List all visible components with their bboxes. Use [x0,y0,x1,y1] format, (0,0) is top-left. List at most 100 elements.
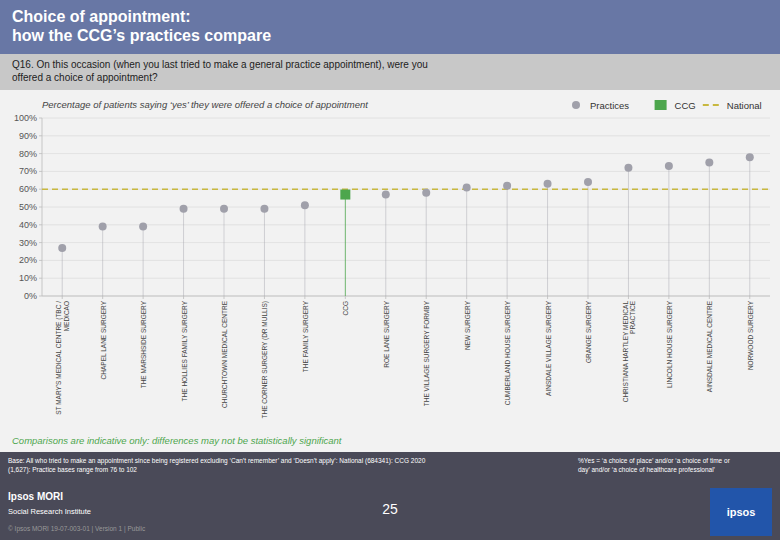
y-tick [39,207,42,208]
x-tick-label-line: THE FAMILY SURGERY [301,300,308,372]
x-tick [385,296,386,299]
stem [588,182,589,296]
footer-base: Base: All who tried to make an appointme… [8,457,426,474]
grid-line [42,242,770,243]
ccg-marker [340,190,350,200]
stem [628,168,629,296]
brand: Ipsos MORI [8,491,63,502]
stem [183,209,184,296]
x-tick-label-line: THE CORNER SURGERY (DR MULLIS) [261,301,269,419]
comparisons-note: Comparisons are indicative only: differe… [12,435,342,446]
x-tick-label-line: AINSDALE VILLAGE SURGERY [544,300,551,396]
y-tick [39,296,42,297]
x-tick [183,296,184,299]
footer-base-line: Base: All who tried to make an appointme… [8,457,426,465]
practice-marker [139,223,147,231]
footer-note-line: %Yes = ‘a choice of place’ and/or ‘a cho… [578,457,731,465]
stem [466,187,467,296]
x-tick-label-line: NORWOOD SURGERY [746,300,753,370]
x-tick-label-line: ROE LANE SURGERY [382,300,389,367]
grid-line [42,171,770,172]
y-axis-line [42,118,43,296]
x-tick-label: ST MARY'S MEDICAL CENTRE (TBC /MEDICAO [55,301,70,415]
practice-marker [463,183,471,191]
practice-marker [301,201,309,209]
x-tick [628,296,629,299]
x-tick-label-line: NEW SURGERY [463,300,470,350]
x-tick-label: CHRISTIANA HARTLEY MEDICALPRACTICE [621,300,636,402]
x-tick-label: THE CORNER SURGERY (DR MULLIS) [261,301,269,419]
x-tick-label-line: PRACTICE [629,300,636,334]
y-tick [39,260,42,261]
x-tick [62,296,63,299]
footer-note-line: day’ and/or ‘a choice of healthcare prof… [578,466,716,474]
brand-sub: Social Research Institute [8,507,91,516]
grid-line [42,118,770,119]
y-tick-label: 0% [24,291,37,301]
x-tick [749,296,750,299]
grid-line [42,135,770,136]
practice-marker [260,205,268,213]
x-tick [426,296,427,299]
grid-line [42,296,770,297]
y-tick-label: 70% [19,166,37,176]
question-bar [0,54,780,90]
y-tick-label: 10% [19,273,37,283]
x-tick-label: THE FAMILY SURGERY [301,300,308,372]
copyright: © Ipsos MORI 19-07-003-01 | Version 1 | … [8,525,146,533]
title: Choice of appointment:how the CCG’s prac… [12,8,271,44]
stem [426,193,427,296]
y-tick [39,118,42,119]
legend-swatch [703,104,723,106]
x-tick-label: THE MARSHSIDE SURGERY [140,300,147,388]
marks [42,153,770,296]
x-tick-label: AINSDALE VILLAGE SURGERY [544,300,551,396]
stem [304,205,305,296]
x-tick [102,296,103,299]
x-tick-label-line: CHAPEL LANE SURGERY [99,300,106,379]
y-tick-label: 20% [19,255,37,265]
grid-line [42,153,770,154]
chart-svg: Choice of appointment:how the CCG’s prac… [0,0,780,540]
x-tick-label-line: CUMBERLAND HOUSE SURGERY [504,300,511,405]
practice-marker [58,244,66,252]
practice-marker [422,189,430,197]
practice-marker [99,223,107,231]
x-tick [507,296,508,299]
stem [224,209,225,296]
question: Q16. On this occasion (when you last tri… [12,59,428,83]
practice-marker [544,180,552,188]
x-tick [668,296,669,299]
practice-marker [584,178,592,186]
practice-marker [624,164,632,172]
x-tick-label-line: MEDICAO [62,301,69,331]
practice-marker [180,205,188,213]
x-tick-label: AINSDALE MEDICAL CENTRE [706,300,713,392]
stem [507,186,508,296]
x-tick-label: CCG [342,301,349,315]
subtitle: Percentage of patients saying ‘yes’ they… [42,99,368,110]
x-tick-label: NEW SURGERY [463,300,470,350]
footer-note: %Yes = ‘a choice of place’ and/or ‘a cho… [578,457,731,474]
x-tick-label: CHURCHTOWN MEDICAL CENTRE [221,300,228,408]
x-tick [466,296,467,299]
x-tick-label-line: THE MARSHSIDE SURGERY [140,300,147,388]
stem [143,227,144,296]
grid-line [42,278,770,279]
legend-label: Practices [590,100,629,111]
stem [385,195,386,296]
grid-line [42,224,770,225]
x-tick-label: CUMBERLAND HOUSE SURGERY [504,300,511,405]
x-tick-label: ROE LANE SURGERY [382,300,389,367]
national-line [42,188,770,190]
legend-label: National [727,100,762,111]
y-axis: 0%10%20%30%40%50%60%70%80%90%100% [14,113,770,301]
legend-swatch [572,101,580,109]
y-tick [39,278,42,279]
grid-line [42,189,770,190]
x-tick [143,296,144,299]
y-tick-label: 60% [19,184,37,194]
x-axis: ST MARY'S MEDICAL CENTRE (TBC /MEDICAO CH… [55,296,753,419]
x-tick-label-line: LINCOLN HOUSE SURGERY [665,300,672,388]
x-tick-label-line: THE VILLAGE SURGERY FORMBY [423,300,430,406]
